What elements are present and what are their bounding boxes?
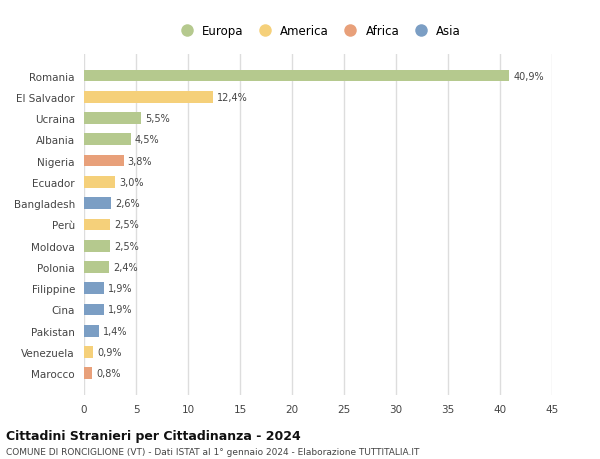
Bar — [84, 368, 92, 379]
Text: 3,0%: 3,0% — [119, 178, 144, 187]
Text: 2,4%: 2,4% — [113, 263, 138, 272]
Text: 2,5%: 2,5% — [114, 220, 139, 230]
Text: 2,5%: 2,5% — [114, 241, 139, 251]
Text: 0,9%: 0,9% — [98, 347, 122, 357]
Text: Cittadini Stranieri per Cittadinanza - 2024: Cittadini Stranieri per Cittadinanza - 2… — [6, 429, 301, 442]
Bar — [84, 283, 104, 294]
Text: 12,4%: 12,4% — [217, 93, 248, 102]
Text: 1,9%: 1,9% — [108, 284, 133, 294]
Bar — [84, 71, 509, 82]
Text: 1,4%: 1,4% — [103, 326, 127, 336]
Bar — [84, 134, 131, 146]
Bar — [84, 262, 109, 273]
Text: 4,5%: 4,5% — [135, 135, 160, 145]
Text: 1,9%: 1,9% — [108, 305, 133, 315]
Bar — [84, 347, 94, 358]
Text: 2,6%: 2,6% — [115, 199, 140, 209]
Text: 5,5%: 5,5% — [145, 114, 170, 124]
Bar — [84, 198, 111, 209]
Text: COMUNE DI RONCIGLIONE (VT) - Dati ISTAT al 1° gennaio 2024 - Elaborazione TUTTIT: COMUNE DI RONCIGLIONE (VT) - Dati ISTAT … — [6, 448, 419, 457]
Bar — [84, 156, 124, 167]
Bar — [84, 219, 110, 231]
Bar — [84, 241, 110, 252]
Bar — [84, 304, 104, 316]
Text: 3,8%: 3,8% — [128, 156, 152, 166]
Text: 40,9%: 40,9% — [514, 71, 544, 81]
Bar — [84, 113, 141, 125]
Bar — [84, 92, 213, 103]
Bar — [84, 325, 98, 337]
Legend: Europa, America, Africa, Asia: Europa, America, Africa, Asia — [170, 20, 466, 43]
Text: 0,8%: 0,8% — [97, 369, 121, 379]
Bar — [84, 177, 115, 188]
